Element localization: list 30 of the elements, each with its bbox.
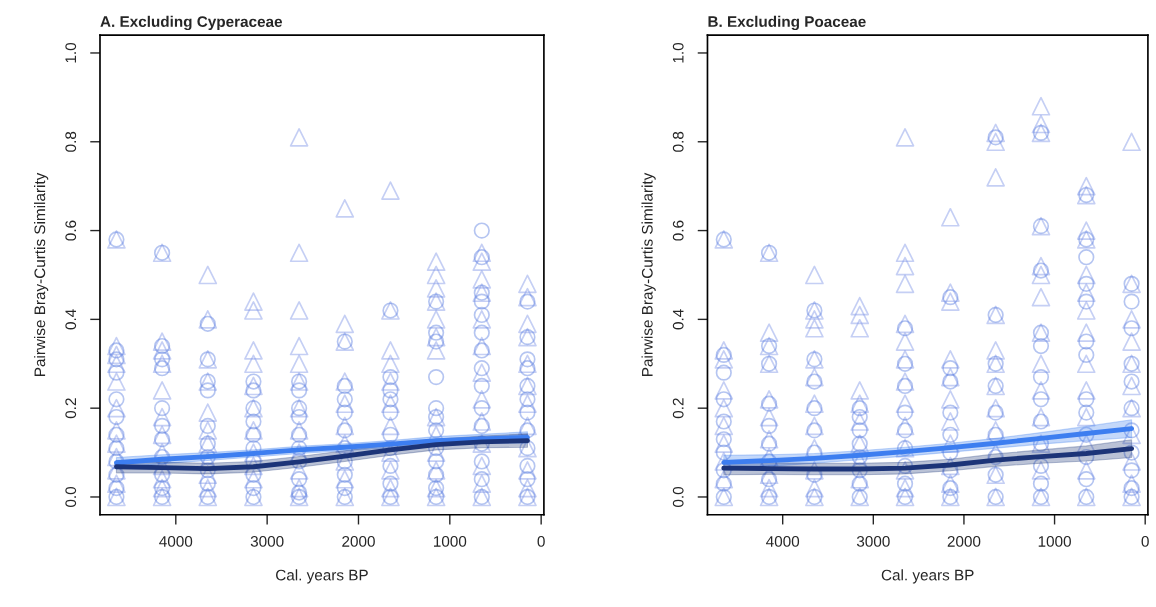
y-tick-label: 0.2 <box>672 398 684 419</box>
x-tick-label: 1000 <box>1038 535 1071 547</box>
y-tick-label: 0.8 <box>672 131 684 152</box>
x-tick-label: 4000 <box>766 535 800 547</box>
x-tick-label: 2000 <box>947 535 981 547</box>
chart-title: B. Excluding Poaceae <box>708 15 866 31</box>
x-tick-label: 3000 <box>856 535 890 547</box>
x-tick-label: 4000 <box>159 535 193 547</box>
chart-title: A. Excluding Cyperaceae <box>100 15 283 31</box>
x-tick-label: 0 <box>537 535 545 547</box>
x-tick-label: 1000 <box>433 535 467 547</box>
x-tick-label: 0 <box>1141 535 1149 547</box>
y-tick-label: 0.2 <box>65 398 77 419</box>
y-tick-label: 1.0 <box>672 42 684 63</box>
y-axis-title: Pairwise Bray-Curtis Similarity <box>641 172 656 376</box>
y-tick-label: 0.6 <box>672 220 684 241</box>
x-tick-label: 2000 <box>342 535 375 547</box>
line-series <box>721 426 1135 465</box>
y-axis-title: Pairwise Bray-Curtis Similarity <box>34 172 49 376</box>
y-tick-label: 1.0 <box>65 42 77 63</box>
y-tick-label: 0.4 <box>672 309 684 330</box>
x-tick-label: 3000 <box>250 535 284 547</box>
x-axis-title: Cal. years BP <box>276 569 368 584</box>
x-axis-title: Cal. years BP <box>881 569 974 584</box>
y-tick-label: 0.0 <box>672 486 684 507</box>
line-series <box>721 446 1135 472</box>
y-tick-label: 0.8 <box>65 131 77 152</box>
y-tick-label: 0.4 <box>65 309 77 330</box>
y-tick-label: 0.6 <box>65 220 77 241</box>
y-tick-label: 0.0 <box>65 486 77 507</box>
